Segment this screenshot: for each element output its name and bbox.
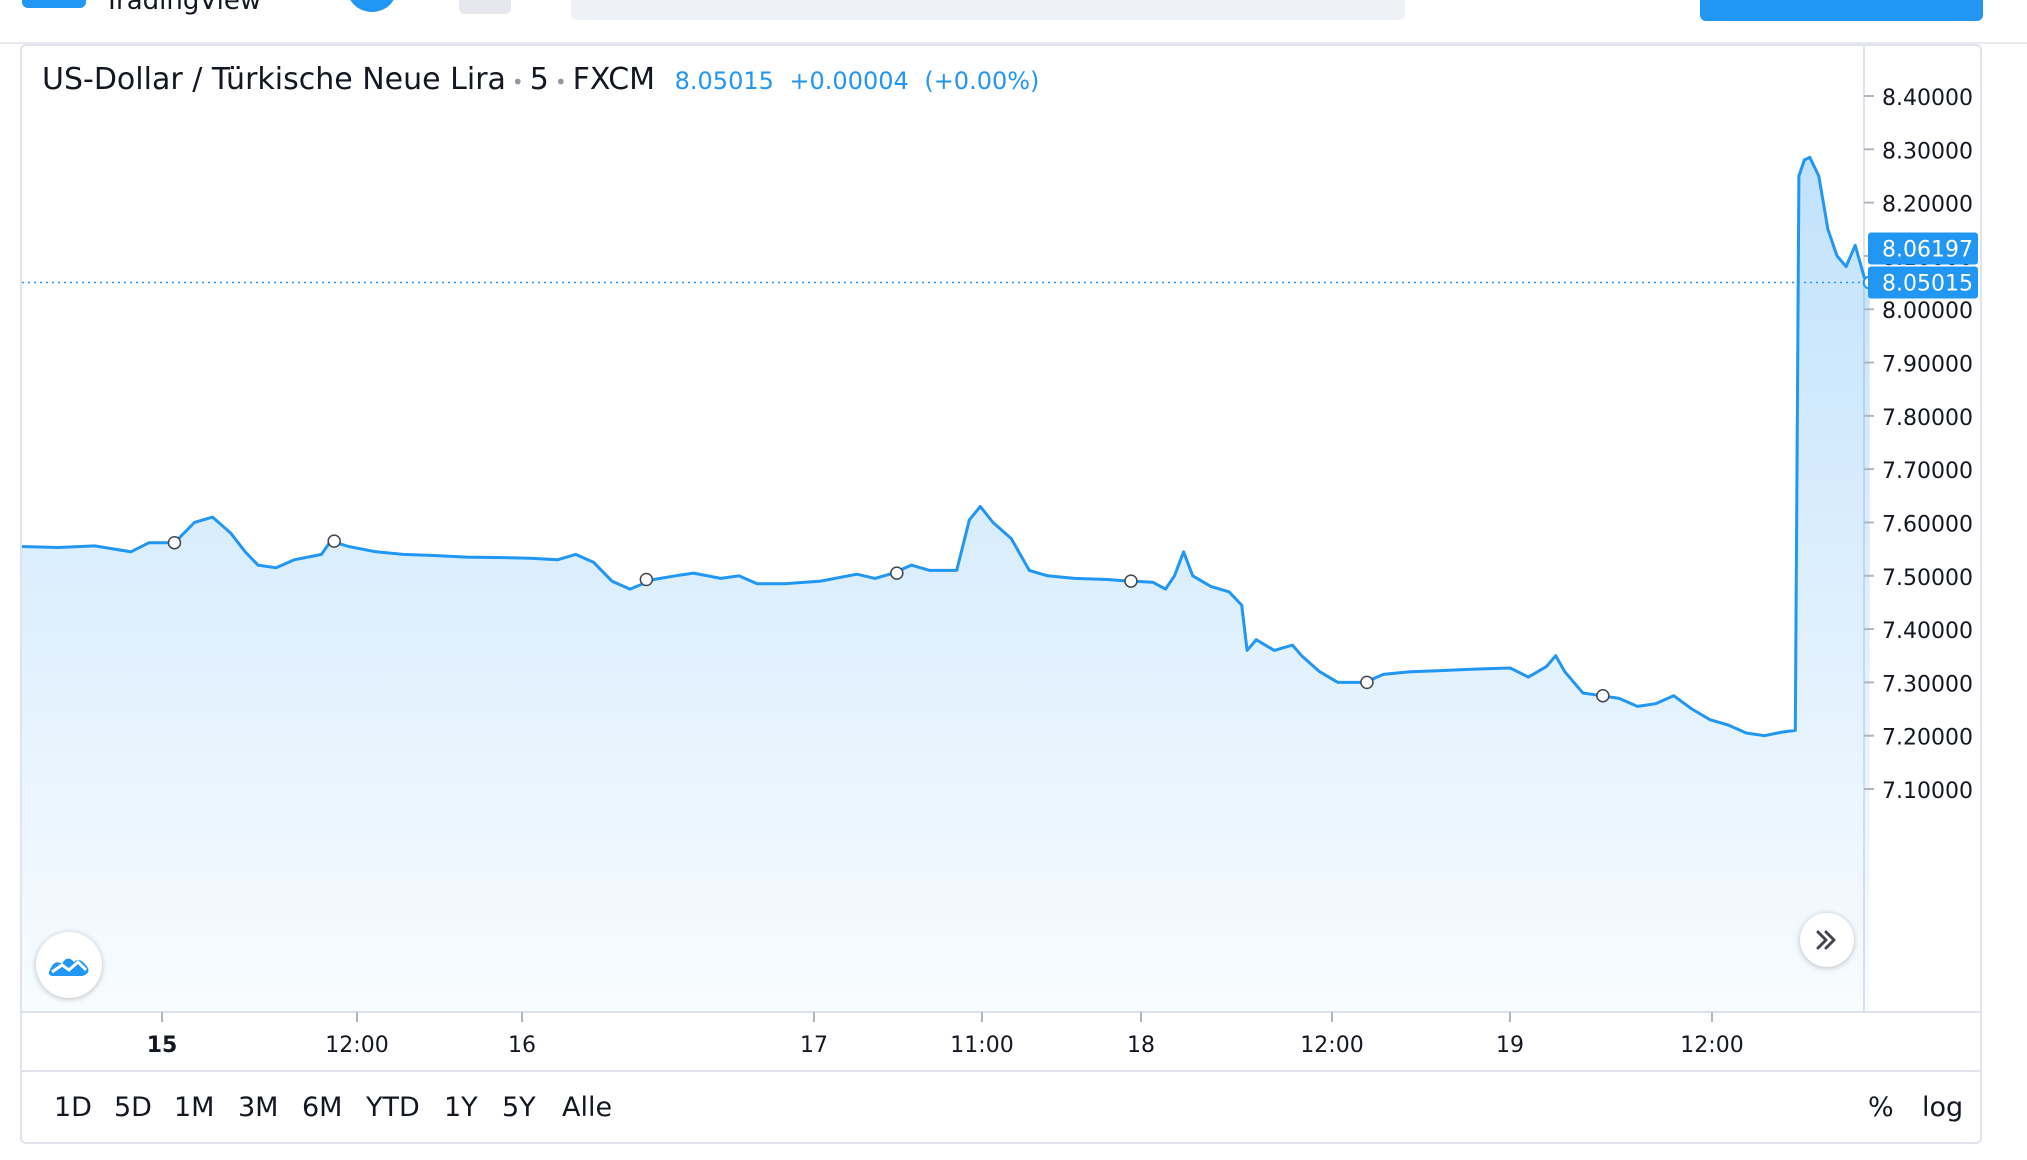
- scroll-to-realtime-button[interactable]: [1800, 913, 1854, 967]
- range-bar: 1D 5D 1M 3M 6M YTD 1Y 5Y Alle % log: [22, 1070, 1980, 1142]
- range-1d[interactable]: 1D: [54, 1092, 92, 1123]
- site-logo-icon[interactable]: [22, 0, 86, 8]
- session-marker: [639, 572, 654, 587]
- x-tick-label: 17: [800, 1033, 828, 1058]
- separator-dot: •: [554, 70, 567, 94]
- y-tick-label: 7.40000: [1882, 619, 1973, 644]
- search-input[interactable]: [571, 0, 1405, 20]
- session-marker: [1360, 675, 1374, 690]
- x-tick-label: 15: [147, 1033, 178, 1058]
- y-tick-label: 7.80000: [1882, 406, 1973, 431]
- user-avatar[interactable]: [347, 0, 397, 12]
- upper-price-label: 8.06197: [1882, 237, 1973, 262]
- y-tick-label: 8.40000: [1882, 86, 1973, 111]
- separator-dot: •: [511, 70, 524, 94]
- range-all[interactable]: Alle: [562, 1092, 613, 1123]
- y-tick-label: 7.70000: [1882, 459, 1973, 484]
- session-marker: [890, 566, 904, 580]
- upper-price-label-box: [1868, 232, 1978, 265]
- range-5d[interactable]: 5D: [114, 1092, 152, 1123]
- y-tick-label: 7.90000: [1882, 353, 1973, 378]
- range-ytd[interactable]: YTD: [366, 1092, 420, 1123]
- y-tick-label: 8.20000: [1882, 193, 1973, 218]
- session-marker: [167, 535, 182, 550]
- x-tick-label: 12:00: [1680, 1033, 1743, 1058]
- x-tick-label: 12:00: [1300, 1033, 1363, 1058]
- x-tick-label: 19: [1496, 1033, 1524, 1058]
- current-price-label: 8.05015: [1882, 271, 1973, 296]
- log-scale-toggle[interactable]: log: [1922, 1092, 1964, 1123]
- y-tick-label: 8.30000: [1882, 139, 1973, 164]
- price-labels: 8.06197 8.05015: [1868, 232, 1978, 299]
- double-chevron-right-icon: [1816, 930, 1836, 950]
- range-1y[interactable]: 1Y: [444, 1092, 478, 1123]
- x-tick-label: 16: [508, 1033, 536, 1058]
- chart-legend: US-Dollar / Türkische Neue Lira • 5 • FXCM 8…: [42, 62, 1039, 100]
- primary-action-button[interactable]: [1700, 0, 1983, 21]
- range-5y[interactable]: 5Y: [502, 1092, 536, 1123]
- y-tick-label: 7.50000: [1882, 566, 1973, 591]
- price-change: +0.00004: [789, 67, 909, 95]
- area-layer: [22, 155, 1877, 1013]
- chart-widget: 8.400008.300008.200008.100008.000007.900…: [20, 44, 1982, 1144]
- y-tick-label: 7.30000: [1882, 672, 1973, 697]
- session-marker: [1124, 574, 1138, 588]
- range-1m[interactable]: 1M: [174, 1092, 215, 1123]
- series-area-fill: [22, 157, 1870, 1013]
- x-tick-label: 18: [1127, 1033, 1155, 1058]
- top-header: TradingView: [0, 0, 2027, 44]
- last-price: 8.05015: [674, 67, 774, 95]
- exchange: FXCM: [572, 62, 656, 97]
- range-6m[interactable]: 6M: [302, 1092, 343, 1123]
- menu-button[interactable]: [459, 0, 511, 14]
- y-tick-label: 8.00000: [1882, 299, 1973, 324]
- percent-scale-toggle[interactable]: %: [1868, 1092, 1894, 1123]
- series-line: [22, 155, 1871, 738]
- y-tick-label: 7.20000: [1882, 726, 1973, 751]
- x-tick-label: 12:00: [325, 1033, 388, 1058]
- session-marker: [1596, 688, 1610, 703]
- price-chart[interactable]: 8.400008.300008.200008.100008.000007.900…: [22, 46, 1982, 1070]
- y-tick-label: 7.60000: [1882, 512, 1973, 537]
- range-3m[interactable]: 3M: [238, 1092, 279, 1123]
- brand-name[interactable]: TradingView: [104, 0, 262, 16]
- symbol-name[interactable]: US-Dollar / Türkische Neue Lira: [42, 62, 506, 97]
- price-change-percent: (+0.00%): [924, 67, 1040, 95]
- tradingview-logo-icon[interactable]: [36, 932, 102, 998]
- interval[interactable]: 5: [529, 62, 549, 97]
- tradingview-logo-graphic: [48, 958, 89, 976]
- y-tick-label: 7.10000: [1882, 779, 1973, 804]
- session-marker: [327, 534, 341, 548]
- time-axis[interactable]: 15 12:00 16 17 11:00 18 12:00 19 12:00: [147, 1012, 1744, 1058]
- x-tick-label: 11:00: [950, 1033, 1013, 1058]
- price-axis[interactable]: 8.400008.300008.200008.100008.000007.900…: [1864, 86, 1973, 804]
- current-price-label-box: [1868, 266, 1978, 299]
